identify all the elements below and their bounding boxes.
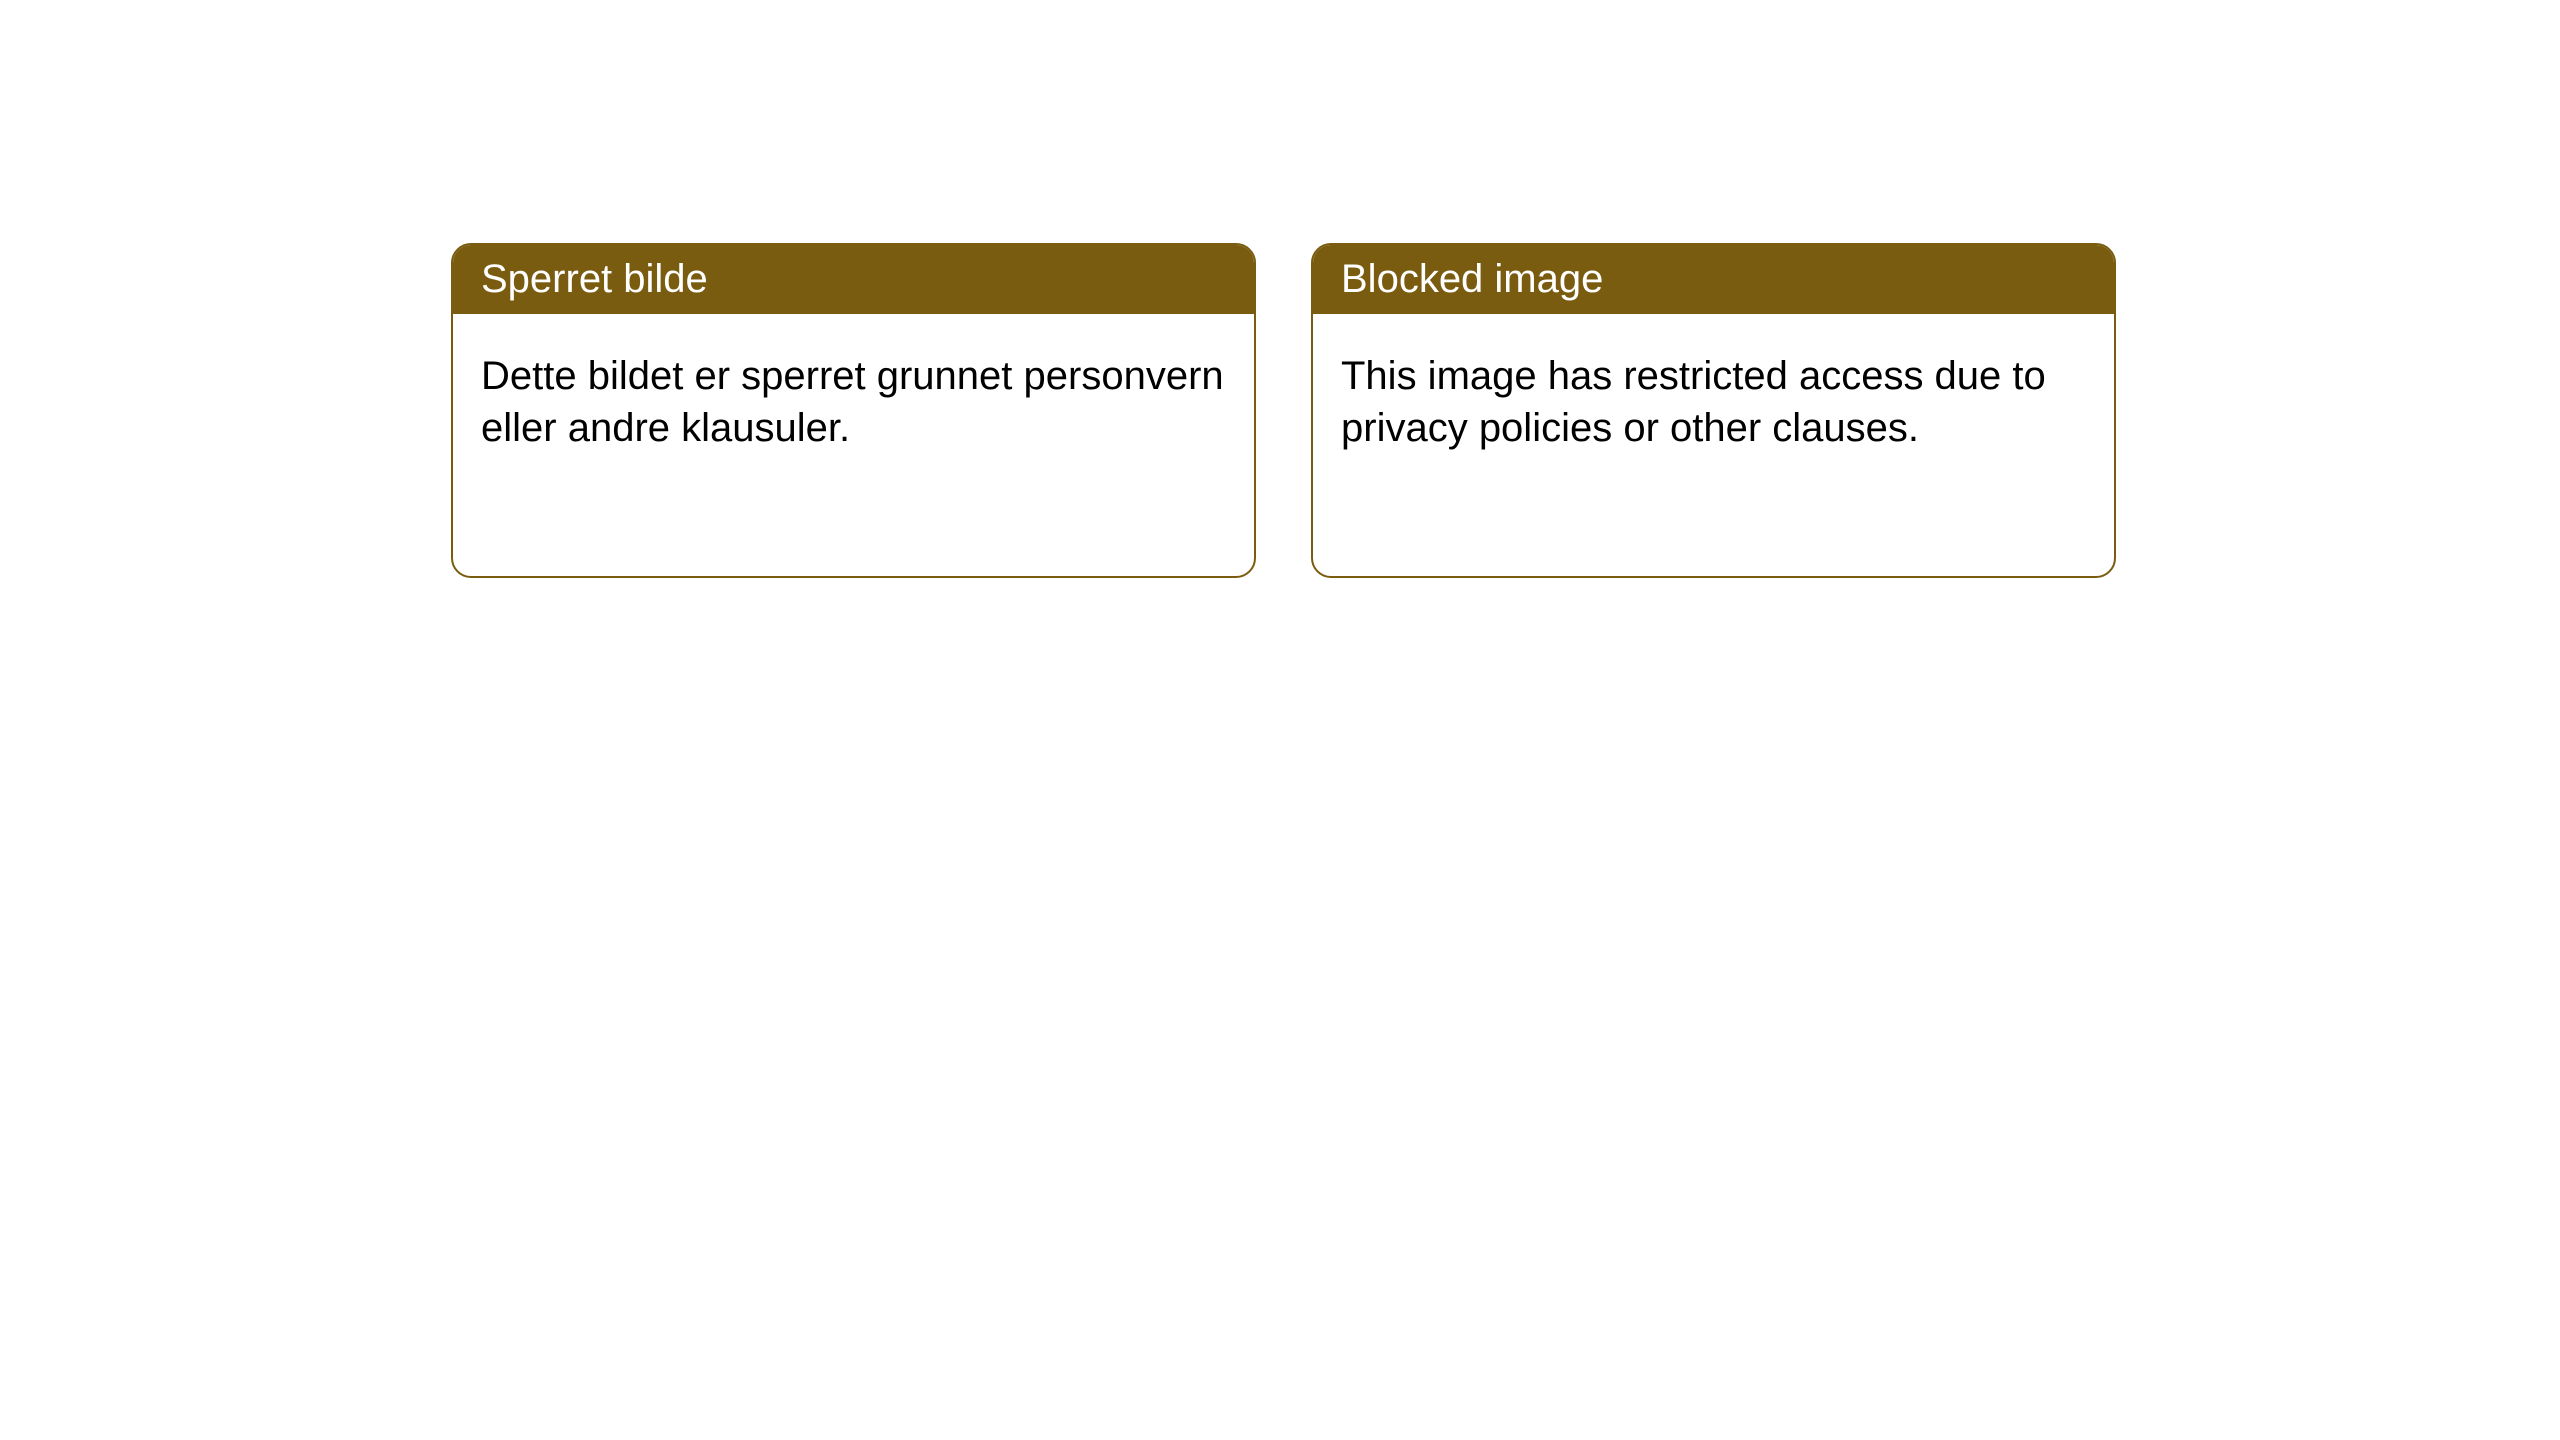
blocked-image-card-norwegian: Sperret bilde Dette bildet er sperret gr…: [451, 243, 1256, 578]
notice-container: Sperret bilde Dette bildet er sperret gr…: [0, 0, 2560, 578]
card-message: This image has restricted access due to …: [1341, 354, 2046, 450]
card-message: Dette bildet er sperret grunnet personve…: [481, 354, 1224, 450]
card-title: Blocked image: [1341, 257, 1603, 301]
card-header-norwegian: Sperret bilde: [453, 245, 1254, 314]
card-body-norwegian: Dette bildet er sperret grunnet personve…: [453, 314, 1254, 490]
card-header-english: Blocked image: [1313, 245, 2114, 314]
card-body-english: This image has restricted access due to …: [1313, 314, 2114, 490]
blocked-image-card-english: Blocked image This image has restricted …: [1311, 243, 2116, 578]
card-title: Sperret bilde: [481, 257, 708, 301]
